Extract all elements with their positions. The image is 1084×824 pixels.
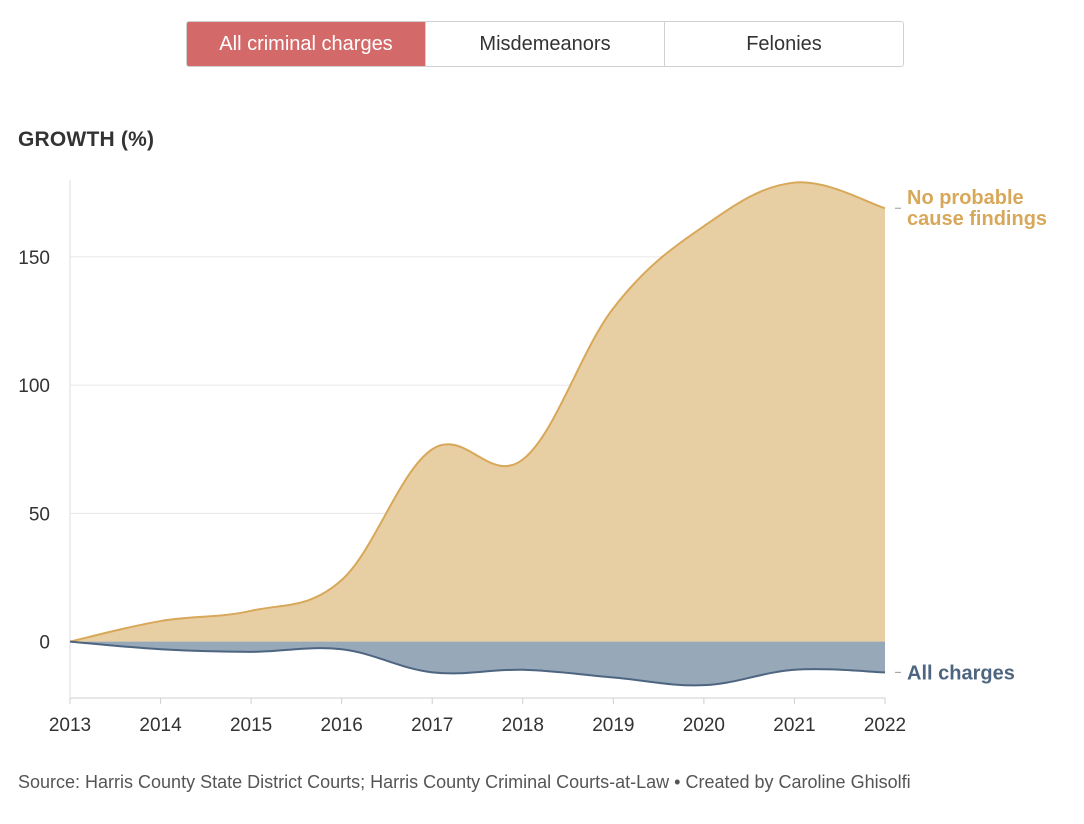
all-charges-series-label: All charges (907, 662, 1015, 684)
all-charges-area (70, 641, 885, 686)
x-tick-label: 2016 (321, 715, 363, 736)
x-tick-label: 2022 (864, 715, 906, 736)
x-tick-label: 2013 (49, 715, 91, 736)
y-tick-label: 50 (29, 504, 50, 525)
y-axis-title: GROWTH (%) (18, 128, 155, 151)
y-tick-label: 100 (18, 376, 50, 397)
all-charges-line (69, 640, 886, 687)
x-tick-label: 2018 (502, 715, 544, 736)
chart-filter-tabs: All criminal charges Misdemeanors Feloni… (186, 21, 904, 67)
source-note: Source: Harris County State District Cou… (18, 772, 911, 792)
tab-felonies[interactable]: Felonies (664, 22, 903, 66)
x-tick-label: 2019 (592, 715, 634, 736)
x-tick-label: 2020 (683, 715, 725, 736)
y-tick-label: 0 (39, 633, 50, 654)
x-tick-label: 2015 (230, 715, 272, 736)
y-tick-label: 150 (18, 248, 50, 269)
no-probable-cause-series-label: cause findings (907, 208, 1047, 230)
no-probable-cause-area (70, 182, 885, 642)
x-tick-label: 2021 (773, 715, 815, 736)
no-probable-cause-line (69, 181, 886, 643)
no-probable-cause-series-label: No probable (907, 187, 1024, 209)
tab-all-criminal-charges[interactable]: All criminal charges (187, 22, 425, 66)
x-tick-label: 2017 (411, 715, 453, 736)
x-tick-label: 2014 (139, 715, 182, 736)
tab-misdemeanors[interactable]: Misdemeanors (425, 22, 664, 66)
